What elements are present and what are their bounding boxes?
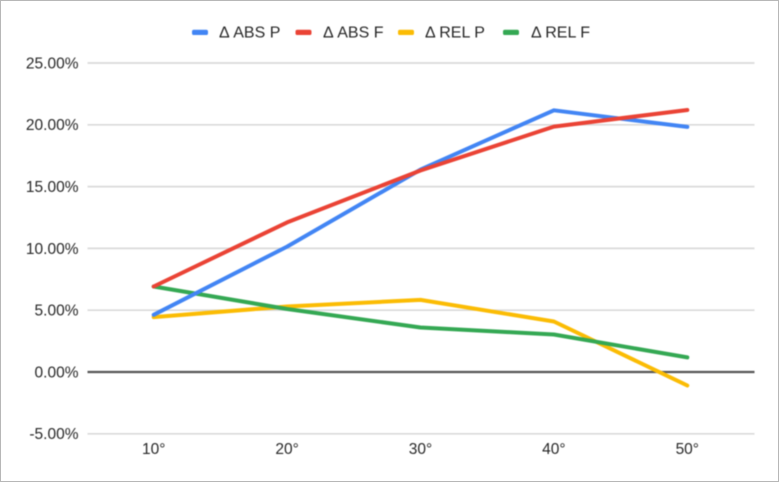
svg-text:40°: 40°: [542, 441, 565, 458]
svg-text:-5.00%: -5.00%: [29, 426, 78, 443]
svg-text:Δ ABS P: Δ ABS P: [219, 24, 280, 41]
svg-text:25.00%: 25.00%: [26, 55, 79, 72]
svg-text:30°: 30°: [409, 441, 432, 458]
svg-text:20°: 20°: [275, 441, 298, 458]
svg-text:Δ REL F: Δ REL F: [531, 24, 590, 41]
svg-text:10°: 10°: [142, 441, 165, 458]
svg-text:50°: 50°: [676, 441, 699, 458]
svg-text:0.00%: 0.00%: [35, 364, 79, 381]
svg-text:15.00%: 15.00%: [26, 179, 79, 196]
svg-text:20.00%: 20.00%: [26, 117, 79, 134]
svg-text:Δ ABS F: Δ ABS F: [323, 24, 384, 41]
svg-text:5.00%: 5.00%: [35, 303, 79, 320]
svg-text:10.00%: 10.00%: [26, 241, 79, 258]
svg-text:Δ REL P: Δ REL P: [425, 24, 485, 41]
